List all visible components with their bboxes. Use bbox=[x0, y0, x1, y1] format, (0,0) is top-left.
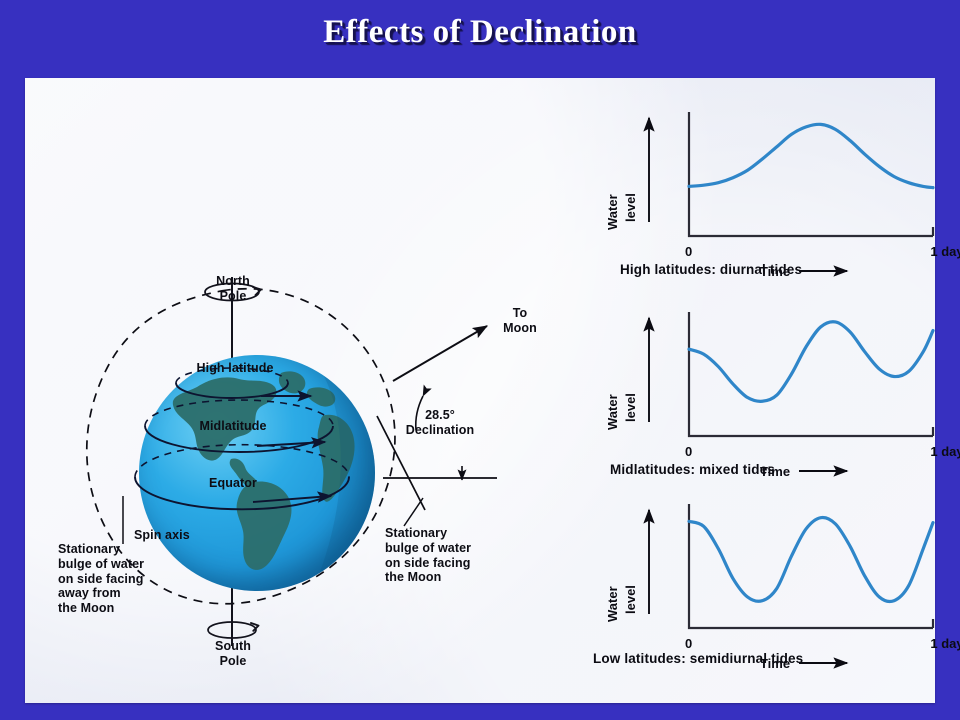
label-spin-axis: Spin axis bbox=[134, 528, 190, 542]
svg-text:Water: Water bbox=[605, 586, 620, 622]
svg-text:1 day: 1 day bbox=[930, 636, 960, 651]
page-title: Effects of Declination bbox=[323, 14, 637, 50]
chart-caption-midlatitudes: Midlatitudes: mixed tides bbox=[610, 462, 776, 477]
earth-globe bbox=[139, 355, 375, 591]
label-midlatitude: Midlatitude bbox=[199, 419, 267, 433]
figure-panel: North Pole High latitude Midlatitude Equ… bbox=[25, 78, 960, 703]
svg-text:level: level bbox=[623, 393, 638, 422]
label-high-latitude: High latitude bbox=[196, 361, 274, 375]
label-equator: Equator bbox=[209, 476, 257, 490]
svg-text:level: level bbox=[623, 193, 638, 222]
chart-caption-high-latitudes: High latitudes: diurnal tides bbox=[620, 262, 803, 277]
svg-text:Water: Water bbox=[605, 394, 620, 430]
svg-text:Time: Time bbox=[760, 264, 790, 279]
label-bulge-facing-moon: Stationary bulge of water on side facing… bbox=[385, 526, 472, 585]
earth-declination-diagram: North Pole High latitude Midlatitude Equ… bbox=[25, 78, 555, 703]
svg-text:1 day: 1 day bbox=[930, 444, 960, 459]
svg-text:Time: Time bbox=[760, 464, 790, 479]
svg-text:0: 0 bbox=[685, 636, 692, 651]
label-south-pole: South Pole bbox=[215, 639, 251, 668]
label-to-moon: To Moon bbox=[503, 306, 537, 335]
globe-continents bbox=[172, 355, 375, 591]
chart-caption-low-latitudes: Low latitudes: semidiurnal tides bbox=[593, 651, 804, 666]
svg-text:Time: Time bbox=[760, 656, 790, 671]
svg-text:0: 0 bbox=[685, 444, 692, 459]
svg-text:Water: Water bbox=[605, 194, 620, 230]
svg-text:1 day: 1 day bbox=[930, 244, 960, 259]
label-bulge-away-from-moon: Stationary bulge of water on side facing… bbox=[58, 542, 145, 615]
label-north-pole: North Pole bbox=[216, 274, 250, 303]
label-declination: 28.5° Declination bbox=[405, 408, 475, 437]
svg-text:level: level bbox=[623, 585, 638, 614]
svg-text:0: 0 bbox=[685, 244, 692, 259]
